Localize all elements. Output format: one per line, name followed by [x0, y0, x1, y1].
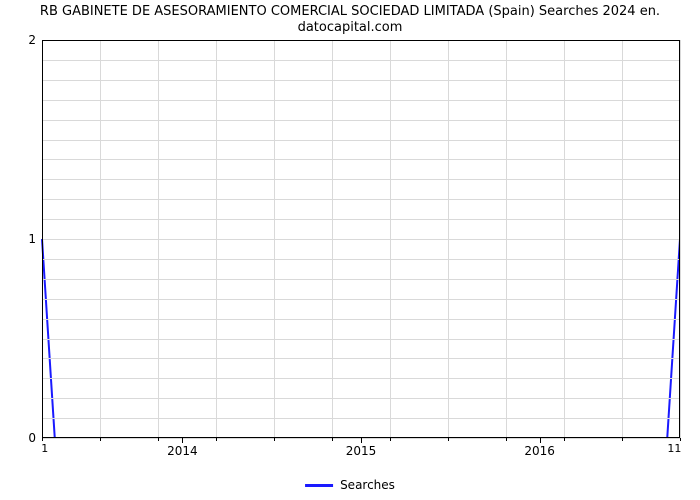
chart-container: RB GABINETE DE ASESORAMIENTO COMERCIAL S… — [0, 0, 700, 500]
xtick-minor — [622, 438, 623, 441]
spine-right — [679, 40, 680, 438]
grid-line-horizontal — [42, 339, 680, 340]
grid-line-vertical — [216, 40, 217, 438]
xtick-minor — [564, 438, 565, 441]
grid-line-vertical — [100, 40, 101, 438]
xtick-minor — [158, 438, 159, 441]
spine-left — [42, 40, 43, 438]
legend-label: Searches — [340, 478, 395, 492]
grid-line-vertical — [564, 40, 565, 438]
grid-line-horizontal — [42, 398, 680, 399]
ytick-label: 1 — [28, 232, 36, 246]
grid-line-horizontal — [42, 159, 680, 160]
xtick-minor — [506, 438, 507, 441]
xtick-label: 2014 — [167, 444, 198, 458]
title-line-2: datocapital.com — [298, 20, 403, 35]
xtick — [361, 438, 362, 443]
grid-line-horizontal — [42, 259, 680, 260]
xtick-minor — [216, 438, 217, 441]
xtick-minor — [390, 438, 391, 441]
grid-line-horizontal — [42, 120, 680, 121]
xtick-label: 2016 — [524, 444, 555, 458]
grid-line-horizontal — [42, 319, 680, 320]
xtick-minor — [332, 438, 333, 441]
grid-line-horizontal — [42, 299, 680, 300]
plot-area: 012201420152016111 — [42, 40, 680, 438]
xtick — [182, 438, 183, 443]
grid-line-vertical — [158, 40, 159, 438]
grid-line-horizontal — [42, 358, 680, 359]
grid-line-horizontal — [42, 179, 680, 180]
grid-line-horizontal — [42, 80, 680, 81]
x-left-label: 1 — [41, 442, 48, 455]
xtick-label: 2015 — [346, 444, 377, 458]
grid-line-horizontal — [42, 279, 680, 280]
xtick-minor — [100, 438, 101, 441]
legend: Searches — [305, 478, 395, 492]
ytick-label: 2 — [28, 33, 36, 47]
grid-line-horizontal — [42, 140, 680, 141]
grid-line-vertical — [680, 40, 681, 438]
title-line-1: RB GABINETE DE ASESORAMIENTO COMERCIAL S… — [40, 4, 660, 19]
grid-line-horizontal — [42, 199, 680, 200]
xtick-minor — [680, 438, 681, 441]
grid-line-horizontal — [42, 100, 680, 101]
xtick-minor — [274, 438, 275, 441]
grid-line-vertical — [448, 40, 449, 438]
x-right-label: 11 — [667, 442, 681, 455]
grid-line-vertical — [622, 40, 623, 438]
grid-line-horizontal — [42, 378, 680, 379]
grid-line-vertical — [506, 40, 507, 438]
grid-line-vertical — [274, 40, 275, 438]
grid-line-vertical — [390, 40, 391, 438]
legend-line-swatch — [305, 484, 333, 487]
grid-line-horizontal — [42, 239, 680, 240]
grid-line-vertical — [332, 40, 333, 438]
xtick — [540, 438, 541, 443]
grid-line-horizontal — [42, 219, 680, 220]
ytick-label: 0 — [28, 431, 36, 445]
xtick-minor — [448, 438, 449, 441]
chart-title: RB GABINETE DE ASESORAMIENTO COMERCIAL S… — [0, 4, 700, 37]
xtick-minor — [42, 438, 43, 441]
grid-line-horizontal — [42, 60, 680, 61]
spine-top — [42, 40, 680, 41]
grid-line-horizontal — [42, 418, 680, 419]
